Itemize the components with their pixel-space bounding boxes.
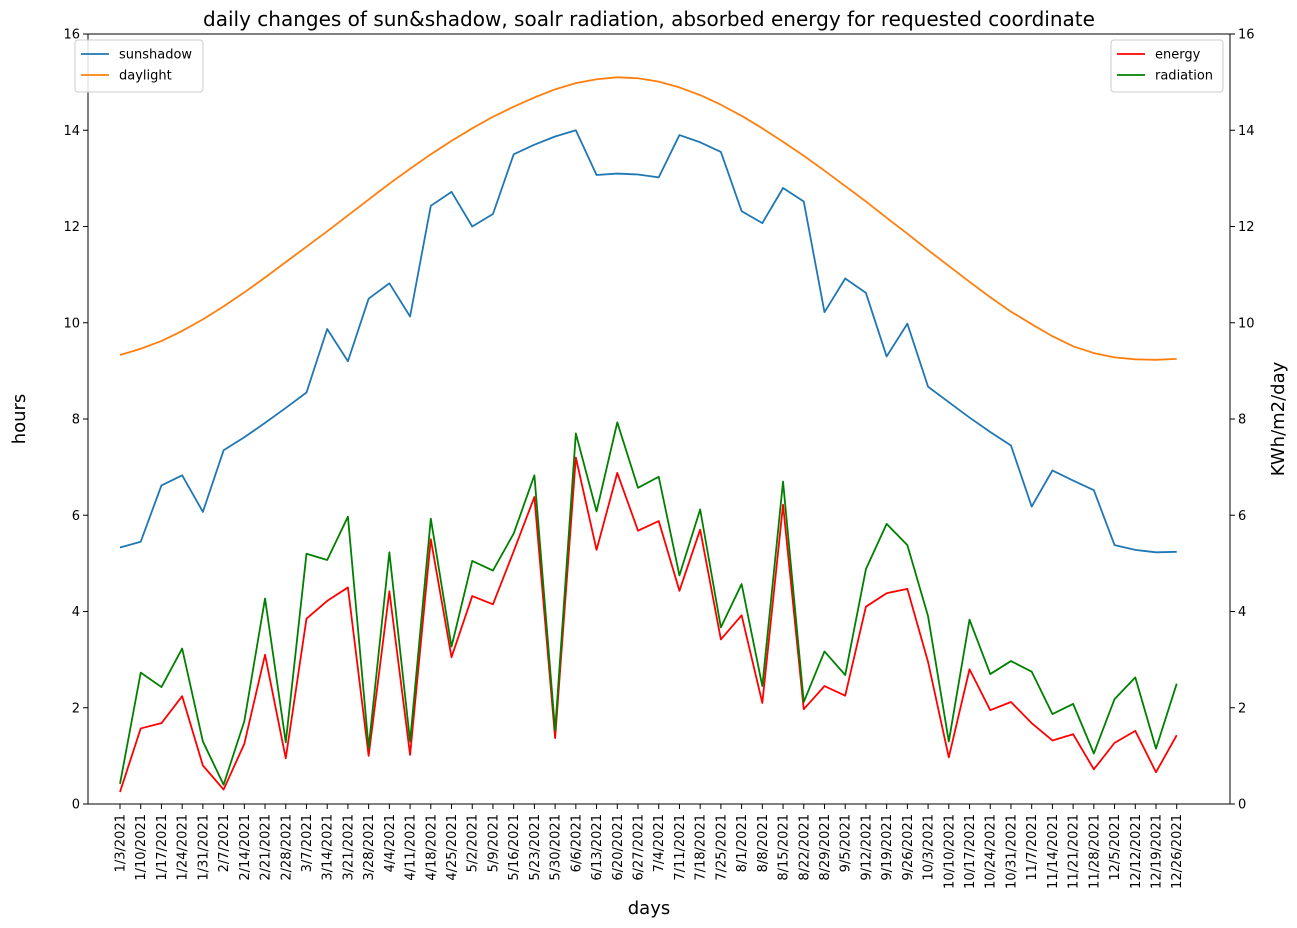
legend-right: energy radiation [1110, 39, 1224, 93]
plot-frame [87, 33, 1231, 805]
x-tick-label: 1/24/2021 [176, 814, 191, 881]
right-y-tick-label: 12 [1238, 220, 1255, 235]
x-tick-label: 4/25/2021 [445, 814, 460, 881]
left-y-tick-label: 8 [72, 413, 80, 428]
legend-left: sunshadow daylight [74, 39, 204, 93]
series-line-energy [119, 456, 1178, 793]
legend-box [74, 39, 204, 93]
x-tick-label: 3/21/2021 [341, 814, 356, 881]
x-tick-label: 4/4/2021 [383, 814, 398, 872]
x-tick-label: 4/18/2021 [424, 814, 439, 881]
x-tick-label: 9/26/2021 [901, 814, 916, 881]
left-y-tick-label: 12 [63, 220, 80, 235]
x-tick-label: 1/17/2021 [155, 814, 170, 881]
left-y-tick-label: 2 [72, 701, 80, 716]
x-tick-label: 10/10/2021 [942, 814, 957, 889]
legend-label-daylight: daylight [119, 69, 172, 84]
x-tick-label: 11/21/2021 [1067, 814, 1082, 889]
right-y-tick-label: 10 [1238, 316, 1255, 331]
x-tick-label: 3/14/2021 [321, 814, 336, 881]
series-line-sunshadow [119, 129, 1177, 554]
x-tick-label: 11/14/2021 [1046, 814, 1061, 889]
right-y-axis: 0 2 4 6 8 10 12 14 16 [1230, 28, 1255, 813]
left-y-tick-label: 4 [72, 605, 80, 620]
x-tick-label: 10/17/2021 [963, 814, 978, 889]
x-tick-label: 1/3/2021 [114, 814, 129, 872]
x-tick-label: 12/5/2021 [1108, 814, 1123, 881]
x-axis-label: days [628, 898, 671, 919]
x-tick-label: 6/13/2021 [590, 814, 605, 881]
x-tick-label: 12/12/2021 [1129, 814, 1144, 889]
x-axis: 1/3/2021 1/10/2021 1/17/2021 1/24/2021 1/31/… [114, 804, 1185, 889]
x-tick-label: 5/30/2021 [549, 814, 564, 881]
left-y-tick-label: 16 [63, 28, 80, 43]
left-y-axis: 0 2 4 6 8 10 12 14 16 [63, 28, 88, 813]
x-tick-label: 10/24/2021 [984, 814, 999, 889]
x-tick-label: 8/15/2021 [777, 814, 792, 881]
x-tick-label: 8/29/2021 [818, 814, 833, 881]
left-y-tick-label: 6 [72, 509, 80, 524]
x-tick-label: 5/9/2021 [486, 814, 501, 872]
right-y-tick-label: 4 [1238, 605, 1246, 620]
right-y-tick-label: 16 [1238, 28, 1255, 43]
x-tick-label: 8/22/2021 [797, 814, 812, 881]
x-tick-label: 7/18/2021 [694, 814, 709, 881]
x-tick-label: 8/8/2021 [756, 814, 771, 872]
x-tick-label: 10/3/2021 [922, 814, 937, 881]
x-tick-label: 3/7/2021 [300, 814, 315, 872]
x-tick-label: 7/4/2021 [652, 814, 667, 872]
series-layer [119, 76, 1178, 793]
series-line-daylight [119, 76, 1177, 361]
x-tick-label: 12/19/2021 [1150, 814, 1165, 889]
left-y-tick-label: 0 [72, 798, 80, 813]
right-y-tick-label: 0 [1238, 798, 1246, 813]
chart-title: daily changes of sun&shadow, soalr radia… [203, 7, 1095, 31]
right-y-tick-label: 6 [1238, 509, 1246, 524]
left-y-tick-label: 10 [63, 316, 80, 331]
left-y-axis-label: hours [9, 394, 30, 445]
right-y-tick-label: 2 [1238, 701, 1246, 716]
legend-label-radiation: radiation [1155, 69, 1213, 84]
x-tick-label: 2/21/2021 [259, 814, 274, 881]
series-line-radiation [119, 421, 1178, 786]
right-y-tick-label: 8 [1238, 413, 1246, 428]
legend-label-energy: energy [1155, 48, 1201, 63]
legend-box [1110, 39, 1224, 93]
x-tick-label: 11/7/2021 [1025, 814, 1040, 881]
x-tick-label: 9/19/2021 [880, 814, 895, 881]
x-tick-label: 6/20/2021 [611, 814, 626, 881]
x-tick-label: 6/27/2021 [632, 814, 647, 881]
x-tick-label: 1/10/2021 [134, 814, 149, 881]
right-y-tick-label: 14 [1238, 124, 1255, 139]
x-tick-label: 7/11/2021 [673, 814, 688, 881]
x-tick-label: 5/23/2021 [528, 814, 543, 881]
x-tick-label: 3/28/2021 [362, 814, 377, 881]
x-tick-label: 8/1/2021 [735, 814, 750, 872]
legend-label-sunshadow: sunshadow [119, 48, 192, 63]
x-tick-label: 6/6/2021 [569, 814, 584, 872]
x-tick-label: 2/7/2021 [217, 814, 232, 872]
left-y-tick-label: 14 [63, 124, 80, 139]
x-tick-label: 5/2/2021 [466, 814, 481, 872]
x-tick-label: 4/11/2021 [404, 814, 419, 881]
x-tick-label: 7/25/2021 [714, 814, 729, 881]
x-tick-label: 9/12/2021 [859, 814, 874, 881]
right-y-axis-label: KWh/m2/day [1268, 361, 1289, 476]
x-tick-label: 12/26/2021 [1170, 814, 1185, 889]
x-tick-label: 2/14/2021 [238, 814, 253, 881]
x-tick-label: 1/31/2021 [196, 814, 211, 881]
x-tick-label: 11/28/2021 [1087, 814, 1102, 889]
x-tick-label: 5/16/2021 [507, 814, 522, 881]
x-tick-label: 2/28/2021 [279, 814, 294, 881]
x-tick-label: 10/31/2021 [1004, 814, 1019, 889]
x-tick-label: 9/5/2021 [839, 814, 854, 872]
